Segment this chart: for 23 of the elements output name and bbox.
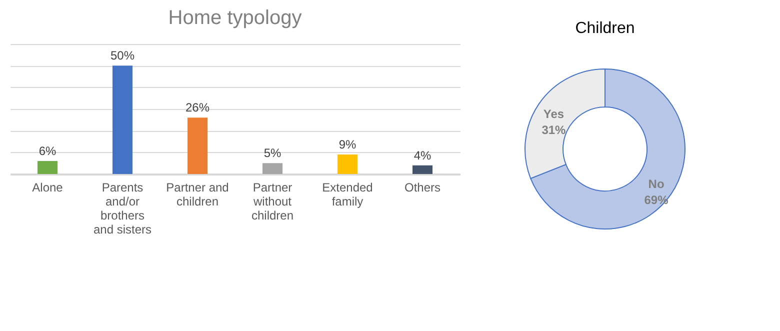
data-label: 26% [185,100,210,115]
data-label: 31% [542,123,566,138]
bar [38,161,58,174]
data-label: 6% [38,144,56,158]
x-tick-label: Parents and/or brothers and sisters [93,180,152,236]
data-label: 50% [110,48,135,63]
chart-title: Home typology [168,7,302,29]
bar [188,118,208,174]
bar [112,66,132,174]
bar [338,154,358,174]
data-label: 5% [264,146,282,160]
data-label: 9% [338,138,356,152]
x-tick-label: Partner and children [166,180,229,208]
chart-title: Children [575,20,635,37]
bar [262,163,282,174]
data-label: 4% [414,148,432,162]
slice-label: Yes [543,107,564,122]
bar [412,165,432,174]
slice-label: No [648,176,664,191]
x-tick-label: Others [404,180,441,194]
x-tick-label: Alone [32,180,64,194]
x-tick-label: Partner without children [251,180,294,222]
x-tick-label: Extended family [322,180,373,208]
